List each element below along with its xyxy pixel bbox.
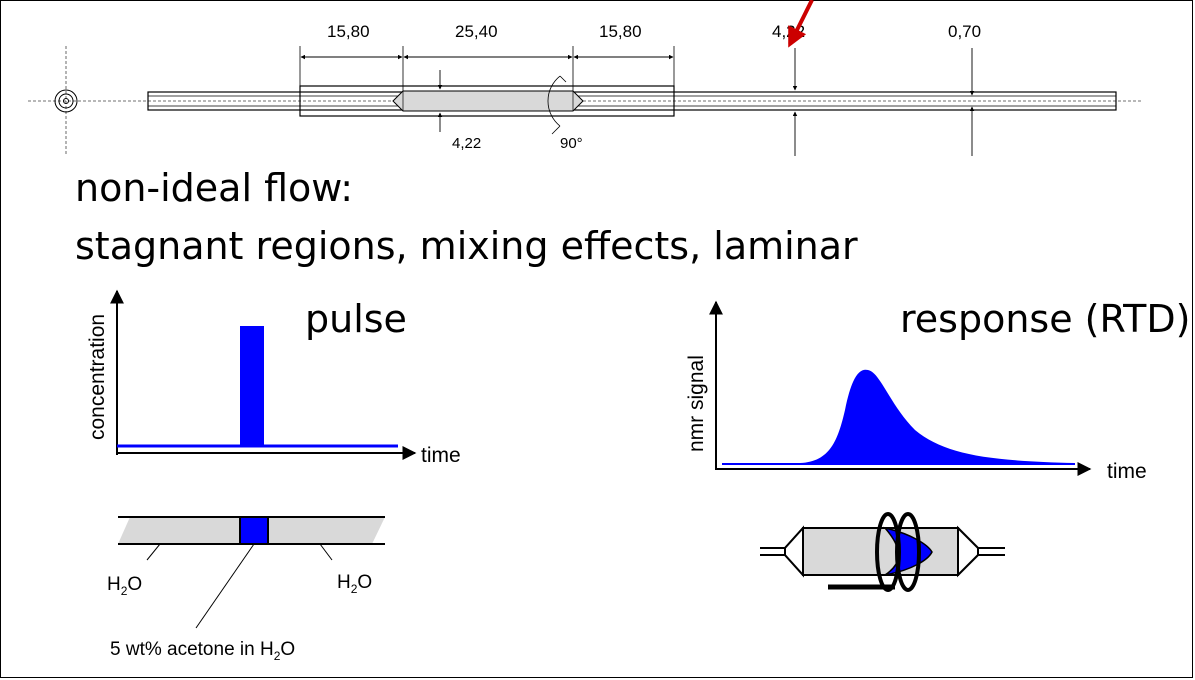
inner-cell (392, 90, 584, 112)
pulse-title: pulse (305, 297, 407, 341)
heading-line-1: non-ideal flow: (75, 166, 354, 210)
coil-loop-icon (895, 512, 921, 592)
pulse-x-label: time (421, 444, 461, 467)
response-title: response (RTD) (900, 297, 1191, 341)
angle-label: 90° (560, 135, 583, 152)
dimension-label: 0,70 (948, 22, 981, 41)
nmr-cell-diagram (760, 512, 1005, 592)
water-label-left: H2O (107, 574, 142, 598)
response-curve (722, 369, 1075, 465)
acetone-label: 5 wt% acetone in H2O (110, 639, 295, 663)
dimension-label: 25,40 (455, 22, 498, 41)
heading-line-2: stagnant regions, mixing effects, lamina… (75, 224, 858, 268)
outer-capillary (147, 91, 1117, 111)
pulse-y-label: concentration (86, 314, 109, 440)
dimension-label: 4,22 (452, 135, 481, 152)
water-label-right: H2O (337, 572, 372, 596)
flow-cell-drawing: 15,80 25,40 15,80 4,22 0,70 4,22 90° (28, 0, 1142, 156)
crosshair-icon (54, 46, 78, 156)
dimension-label: 15,80 (327, 22, 370, 41)
red-pointer-arrow-icon (788, 0, 814, 48)
holder-block (299, 85, 675, 117)
response-plot: nmr signal time (685, 300, 1147, 483)
nmr-cell-body (802, 527, 959, 576)
response-x-label: time (1107, 460, 1147, 483)
angle-arc (547, 75, 561, 127)
tube-diagram: H2O H2O 5 wt% acetone in H2O (107, 516, 385, 663)
acetone-plug (239, 516, 269, 545)
dimension-label: 15,80 (599, 22, 642, 41)
response-y-label: nmr signal (685, 355, 708, 452)
pulse-plot: concentration time (86, 289, 461, 467)
pulse-bar (240, 326, 264, 447)
